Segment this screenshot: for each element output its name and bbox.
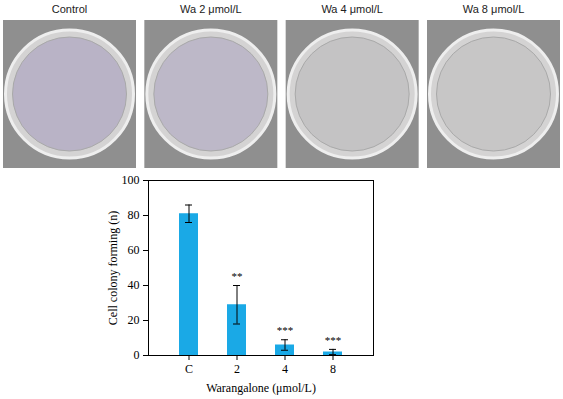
svg-text:40: 40 — [128, 278, 140, 292]
svg-text:80: 80 — [128, 208, 140, 222]
svg-text:60: 60 — [128, 243, 140, 257]
svg-text:0: 0 — [134, 348, 140, 362]
svg-text:Wa 2 μmol/L: Wa 2 μmol/L — [180, 3, 242, 15]
svg-text:Wa 4 μmol/L: Wa 4 μmol/L — [321, 3, 383, 15]
svg-text:4: 4 — [282, 362, 288, 376]
svg-text:2: 2 — [234, 362, 240, 376]
svg-text:***: *** — [325, 334, 342, 346]
svg-text:20: 20 — [128, 313, 140, 327]
svg-text:C: C — [185, 362, 193, 376]
svg-text:8: 8 — [330, 362, 336, 376]
svg-text:Control: Control — [52, 3, 87, 15]
svg-text:Warangalone (μmol/L): Warangalone (μmol/L) — [206, 381, 316, 395]
svg-text:**: ** — [232, 270, 243, 282]
svg-text:Wa 8 μmol/L: Wa 8 μmol/L — [463, 3, 525, 15]
svg-text:Cell colony forming (n): Cell colony forming (n) — [106, 211, 120, 325]
svg-text:***: *** — [277, 324, 294, 336]
svg-text:100: 100 — [122, 173, 140, 187]
